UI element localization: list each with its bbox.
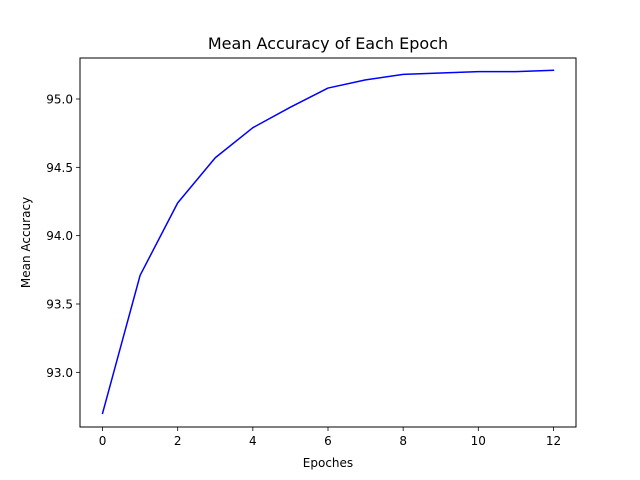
x-tick-label: 4 — [249, 434, 257, 448]
y-axis-label: Mean Accuracy — [19, 197, 33, 288]
y-tick-label: 95.0 — [46, 93, 73, 107]
chart-title: Mean Accuracy of Each Epoch — [208, 34, 448, 53]
x-tick-label: 2 — [174, 434, 182, 448]
y-tick-label: 93.0 — [46, 366, 73, 380]
x-tick-label: 10 — [471, 434, 486, 448]
y-tick-label: 94.5 — [46, 161, 73, 175]
x-tick-label: 12 — [546, 434, 561, 448]
x-axis-label: Epoches — [303, 456, 353, 470]
x-tick-label: 0 — [99, 434, 107, 448]
x-tick-label: 6 — [324, 434, 332, 448]
y-tick-label: 93.5 — [46, 298, 73, 312]
y-tick-label: 94.0 — [46, 229, 73, 243]
series-line-0 — [101, 69, 555, 415]
x-tick-label: 8 — [399, 434, 407, 448]
